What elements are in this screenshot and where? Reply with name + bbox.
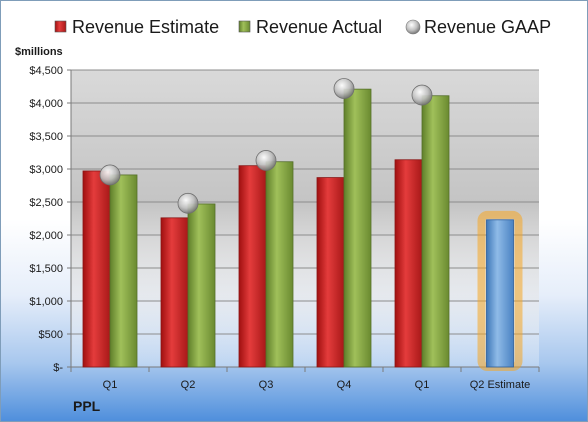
- point-revenue-gaap: [99, 164, 121, 186]
- y-tick-label: $3,500: [29, 131, 63, 143]
- bar-revenue-actual: [265, 161, 294, 368]
- x-tick-label: Q2: [181, 379, 196, 391]
- bar-revenue-actual: [187, 203, 216, 368]
- bar-revenue-estimate: [394, 159, 423, 368]
- bar-revenue-actual: [343, 88, 372, 368]
- legend-label: Revenue Estimate: [72, 17, 219, 37]
- bar-revenue-estimate: [238, 165, 267, 368]
- plot-area: [71, 70, 539, 367]
- company-label: PPL: [73, 398, 101, 414]
- legend-swatch: [54, 20, 67, 33]
- bar-revenue-actual: [109, 174, 138, 368]
- point-revenue-gaap: [255, 150, 277, 171]
- y-tick-label: $2,000: [29, 230, 63, 242]
- y-tick-label: $1,500: [29, 263, 63, 275]
- bars: [82, 88, 523, 371]
- grid-lines: [71, 69, 539, 368]
- bar-revenue-estimate: [160, 217, 189, 368]
- x-tick-label: Q3: [259, 379, 274, 391]
- legend-swatch: [405, 19, 421, 35]
- x-tick-label: Q1: [415, 379, 430, 391]
- y-axis: $- $500 $1,000 $1,500 $2,000 $2,500 $3,000 $3,5…: [29, 65, 72, 374]
- bar-revenue-estimate: [82, 170, 111, 368]
- x-tick-label: Q2 Estimate: [470, 379, 531, 391]
- point-revenue-gaap: [333, 78, 355, 99]
- y-tick-label: $1,000: [29, 296, 63, 308]
- y-tick-label: $4,500: [29, 65, 63, 77]
- y-tick-label: $500: [39, 329, 63, 341]
- x-tick-label: Q4: [337, 379, 352, 391]
- point-revenue-gaap: [177, 192, 199, 214]
- legend-swatch: [238, 20, 251, 33]
- point-revenue-gaap: [411, 84, 433, 106]
- legend: Revenue Estimate Revenue Actual Revenue GA…: [54, 17, 551, 37]
- x-axis: Q1 Q2 Q3 Q4 Q1 Q2 Estimate: [70, 367, 540, 391]
- y-tick-label: $4,000: [29, 98, 63, 110]
- bar-revenue-estimate: [316, 177, 345, 368]
- bar-revenue-actual: [421, 95, 450, 368]
- bar-revenue-estimate-upcoming: [486, 219, 514, 368]
- x-tick-label: Q1: [103, 379, 118, 391]
- y-tick-label: $3,000: [29, 164, 63, 176]
- y-tick-label: $-: [53, 362, 63, 374]
- y-tick-label: $2,500: [29, 197, 63, 209]
- unit-label: $millions: [15, 46, 63, 58]
- legend-label: Revenue Actual: [256, 17, 382, 37]
- gaap-points: [99, 78, 433, 214]
- legend-label: Revenue GAAP: [424, 17, 551, 37]
